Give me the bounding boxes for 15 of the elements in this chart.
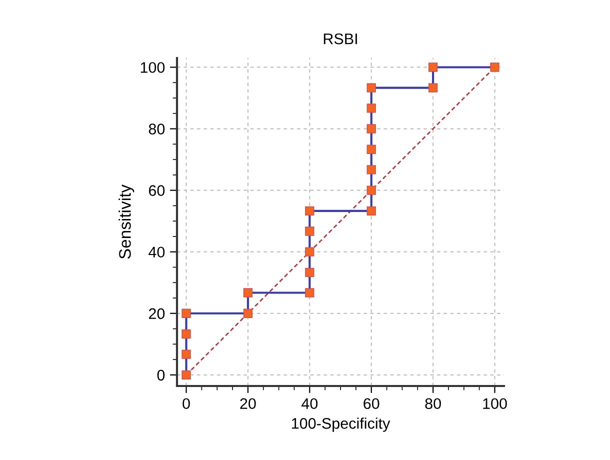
x-tick-label: 40 (302, 398, 318, 410)
y-tick-label: 80 (148, 124, 165, 134)
y-tick-label: 0 (157, 370, 165, 381)
y-tick-label: 100 (140, 62, 165, 73)
y-tick-label: 40 (148, 246, 165, 258)
x-axis-title: 100-Specificity (292, 418, 390, 432)
y-tick-label: 60 (148, 185, 165, 196)
x-tick-label: 60 (364, 398, 380, 410)
x-tick-label: 20 (240, 398, 256, 410)
x-tick-label: 80 (425, 398, 441, 410)
chart-title: RSBI (324, 33, 357, 44)
x-tick-label: 0 (182, 398, 190, 410)
x-tick-label: 100 (483, 398, 507, 410)
y-axis-title: Sensitivity (118, 184, 134, 259)
y-tick-label: 20 (148, 308, 165, 320)
